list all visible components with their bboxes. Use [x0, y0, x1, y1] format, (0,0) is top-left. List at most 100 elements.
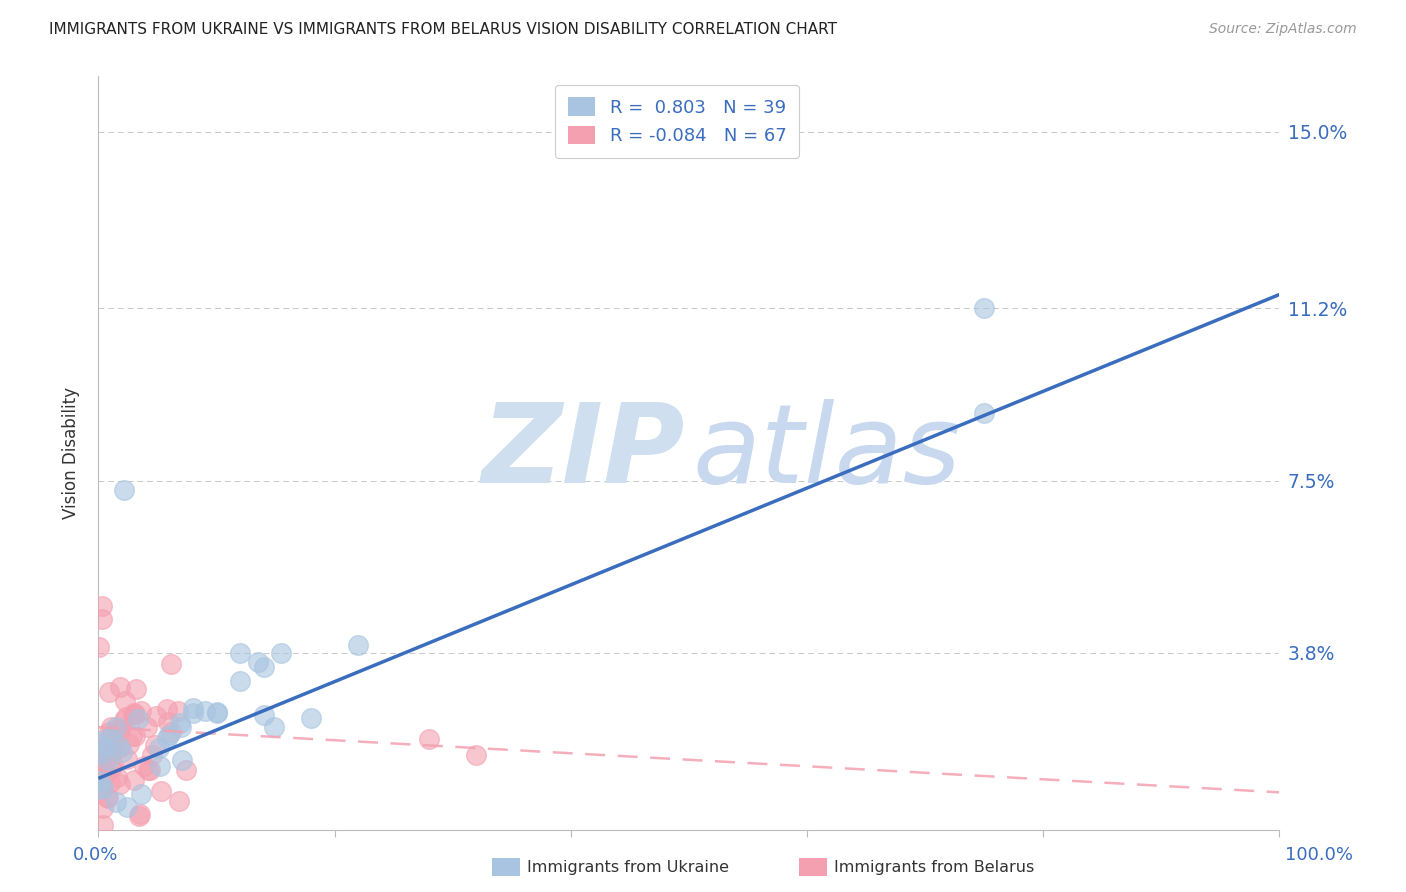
Point	[97, 790, 120, 805]
Point	[87, 640, 110, 654]
Point	[90, 761, 112, 775]
Point	[205, 705, 228, 719]
Point	[141, 748, 163, 763]
Text: Immigrants from Ukraine: Immigrants from Ukraine	[527, 860, 730, 874]
Point	[973, 405, 995, 419]
Point	[160, 657, 183, 672]
Point	[100, 720, 122, 734]
Point	[100, 747, 122, 762]
Point	[112, 714, 135, 728]
Point	[253, 659, 276, 673]
Point	[156, 715, 179, 730]
Point	[143, 738, 166, 752]
Point	[89, 742, 111, 756]
Point	[112, 483, 135, 497]
Point	[125, 681, 148, 696]
Point	[347, 639, 370, 653]
Point	[103, 757, 125, 772]
Point	[104, 739, 127, 753]
Point	[111, 745, 134, 759]
Point	[105, 795, 128, 809]
Point	[91, 818, 114, 832]
Point	[101, 728, 124, 742]
Text: atlas: atlas	[693, 400, 962, 506]
Point	[136, 720, 159, 734]
Point	[299, 711, 322, 725]
Point	[98, 748, 121, 763]
Point	[176, 763, 198, 777]
Point	[89, 781, 111, 796]
Point	[150, 783, 173, 797]
Point	[124, 729, 146, 743]
Point	[138, 763, 160, 777]
Point	[105, 720, 128, 734]
Point	[90, 742, 112, 756]
Point	[122, 708, 145, 723]
Text: 0.0%: 0.0%	[73, 846, 118, 863]
Point	[89, 764, 111, 779]
Point	[115, 800, 138, 814]
Point	[91, 780, 114, 795]
Point	[114, 694, 136, 708]
Text: Source: ZipAtlas.com: Source: ZipAtlas.com	[1209, 22, 1357, 37]
Point	[90, 780, 112, 794]
Text: Immigrants from Belarus: Immigrants from Belarus	[834, 860, 1033, 874]
Point	[118, 737, 141, 751]
Point	[205, 706, 228, 721]
Point	[129, 704, 152, 718]
Point	[105, 770, 128, 784]
Point	[94, 740, 117, 755]
Point	[124, 706, 146, 721]
Point	[93, 739, 115, 753]
Point	[148, 741, 170, 756]
Point	[108, 777, 131, 791]
Point	[114, 710, 136, 724]
Text: 100.0%: 100.0%	[1285, 846, 1353, 863]
Point	[122, 706, 145, 720]
Point	[128, 808, 150, 822]
Point	[97, 753, 120, 767]
Point	[89, 734, 111, 748]
Point	[181, 706, 204, 721]
Point	[91, 737, 114, 751]
Point	[117, 752, 139, 766]
Point	[93, 801, 115, 815]
Point	[89, 774, 111, 789]
Point	[98, 730, 121, 744]
Point	[418, 731, 440, 746]
Point	[91, 612, 114, 626]
Point	[270, 646, 292, 660]
Point	[108, 739, 131, 753]
Point	[100, 761, 122, 775]
Point	[167, 794, 190, 808]
Point	[149, 759, 172, 773]
Point	[465, 747, 488, 762]
Point	[263, 719, 285, 733]
Point	[108, 680, 131, 694]
Point	[145, 709, 167, 723]
Point	[170, 720, 193, 734]
Point	[129, 787, 152, 801]
Point	[170, 753, 193, 767]
Point	[100, 739, 122, 754]
Point	[134, 758, 156, 772]
Point	[194, 704, 217, 718]
Point	[108, 723, 131, 737]
Point	[90, 746, 112, 760]
Point	[139, 763, 162, 777]
Point	[108, 741, 131, 756]
Point	[98, 776, 121, 790]
Point	[94, 766, 117, 780]
Point	[122, 773, 145, 788]
Point	[93, 755, 115, 769]
Point	[156, 701, 179, 715]
Point	[157, 728, 180, 742]
Point	[129, 806, 152, 821]
Point	[253, 708, 276, 723]
Point	[108, 724, 131, 739]
Point	[107, 721, 129, 735]
Point	[973, 301, 995, 316]
Point	[181, 700, 204, 714]
Point	[246, 655, 269, 669]
Point	[156, 731, 179, 745]
